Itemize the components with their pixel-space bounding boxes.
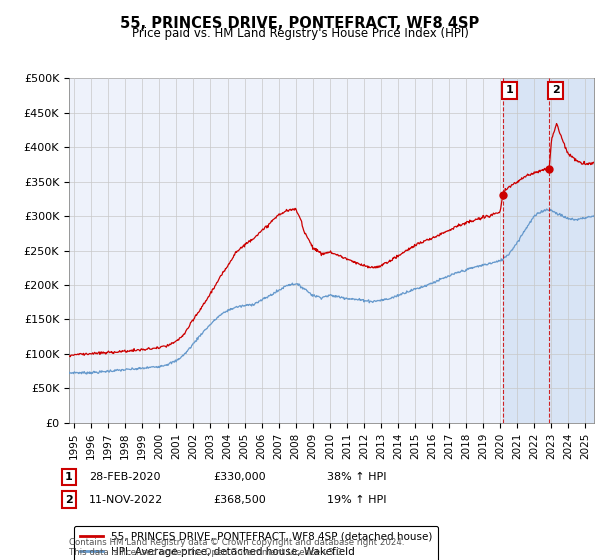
Text: 2: 2 [552, 85, 559, 95]
Text: Price paid vs. HM Land Registry's House Price Index (HPI): Price paid vs. HM Land Registry's House … [131, 27, 469, 40]
Text: 1: 1 [505, 85, 513, 95]
Text: £330,000: £330,000 [213, 472, 266, 482]
Text: £368,500: £368,500 [213, 494, 266, 505]
Text: 28-FEB-2020: 28-FEB-2020 [89, 472, 160, 482]
Text: 19% ↑ HPI: 19% ↑ HPI [327, 494, 386, 505]
Text: Contains HM Land Registry data © Crown copyright and database right 2024.
This d: Contains HM Land Registry data © Crown c… [69, 538, 404, 557]
Text: 11-NOV-2022: 11-NOV-2022 [89, 494, 163, 505]
Text: 2: 2 [65, 494, 73, 505]
Legend: 55, PRINCES DRIVE, PONTEFRACT, WF8 4SP (detached house), HPI: Average price, det: 55, PRINCES DRIVE, PONTEFRACT, WF8 4SP (… [74, 526, 438, 560]
Bar [503, 78, 594, 423]
Text: 1: 1 [65, 472, 73, 482]
Text: 38% ↑ HPI: 38% ↑ HPI [327, 472, 386, 482]
Text: 55, PRINCES DRIVE, PONTEFRACT, WF8 4SP: 55, PRINCES DRIVE, PONTEFRACT, WF8 4SP [121, 16, 479, 31]
